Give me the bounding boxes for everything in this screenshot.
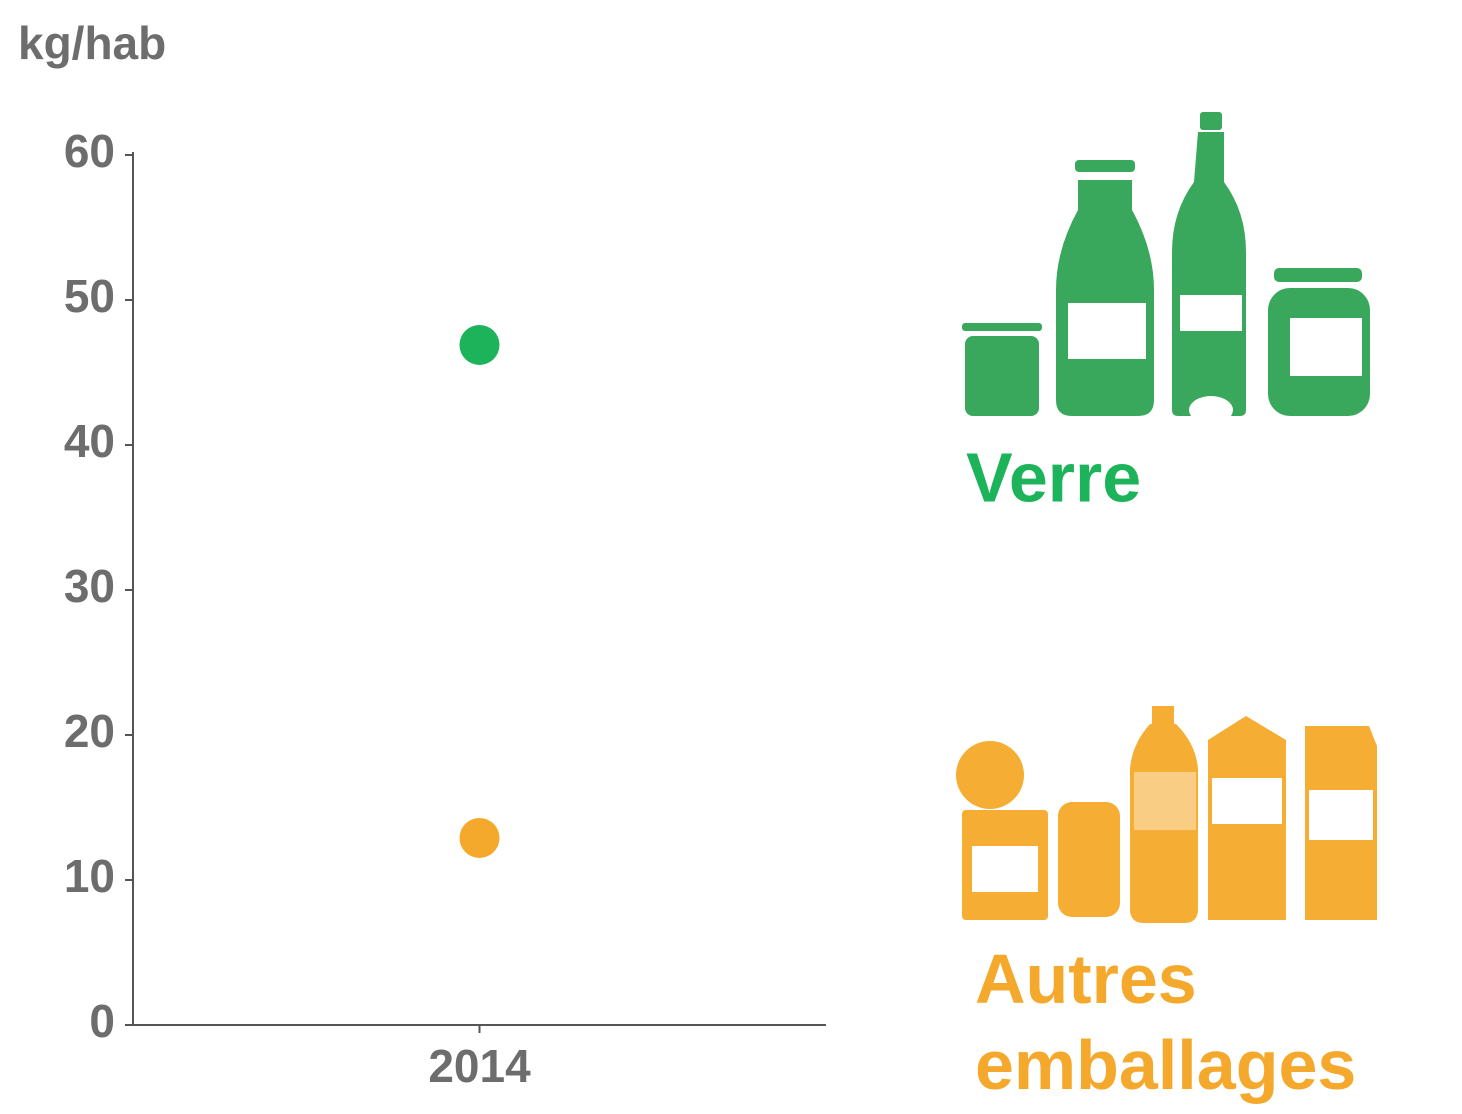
y-tick-label: 10 xyxy=(64,850,115,902)
y-tick-label: 20 xyxy=(64,705,115,757)
glass-icon xyxy=(962,112,1370,424)
y-tick-label: 60 xyxy=(64,125,115,177)
dot xyxy=(459,324,500,365)
packaging-icon xyxy=(956,706,1377,923)
x-tick-label: 2014 xyxy=(428,1040,531,1092)
y-tick-label: 30 xyxy=(64,560,115,612)
y-tick-label: 50 xyxy=(64,270,115,322)
y-tick-label: 40 xyxy=(64,415,115,467)
y-axis-label: kg/hab xyxy=(18,17,166,69)
y-tick-label: 0 xyxy=(89,995,115,1047)
dot xyxy=(459,817,500,858)
legend-label: Verre xyxy=(966,438,1141,516)
legend-label: Autres emballages xyxy=(975,940,1356,1104)
